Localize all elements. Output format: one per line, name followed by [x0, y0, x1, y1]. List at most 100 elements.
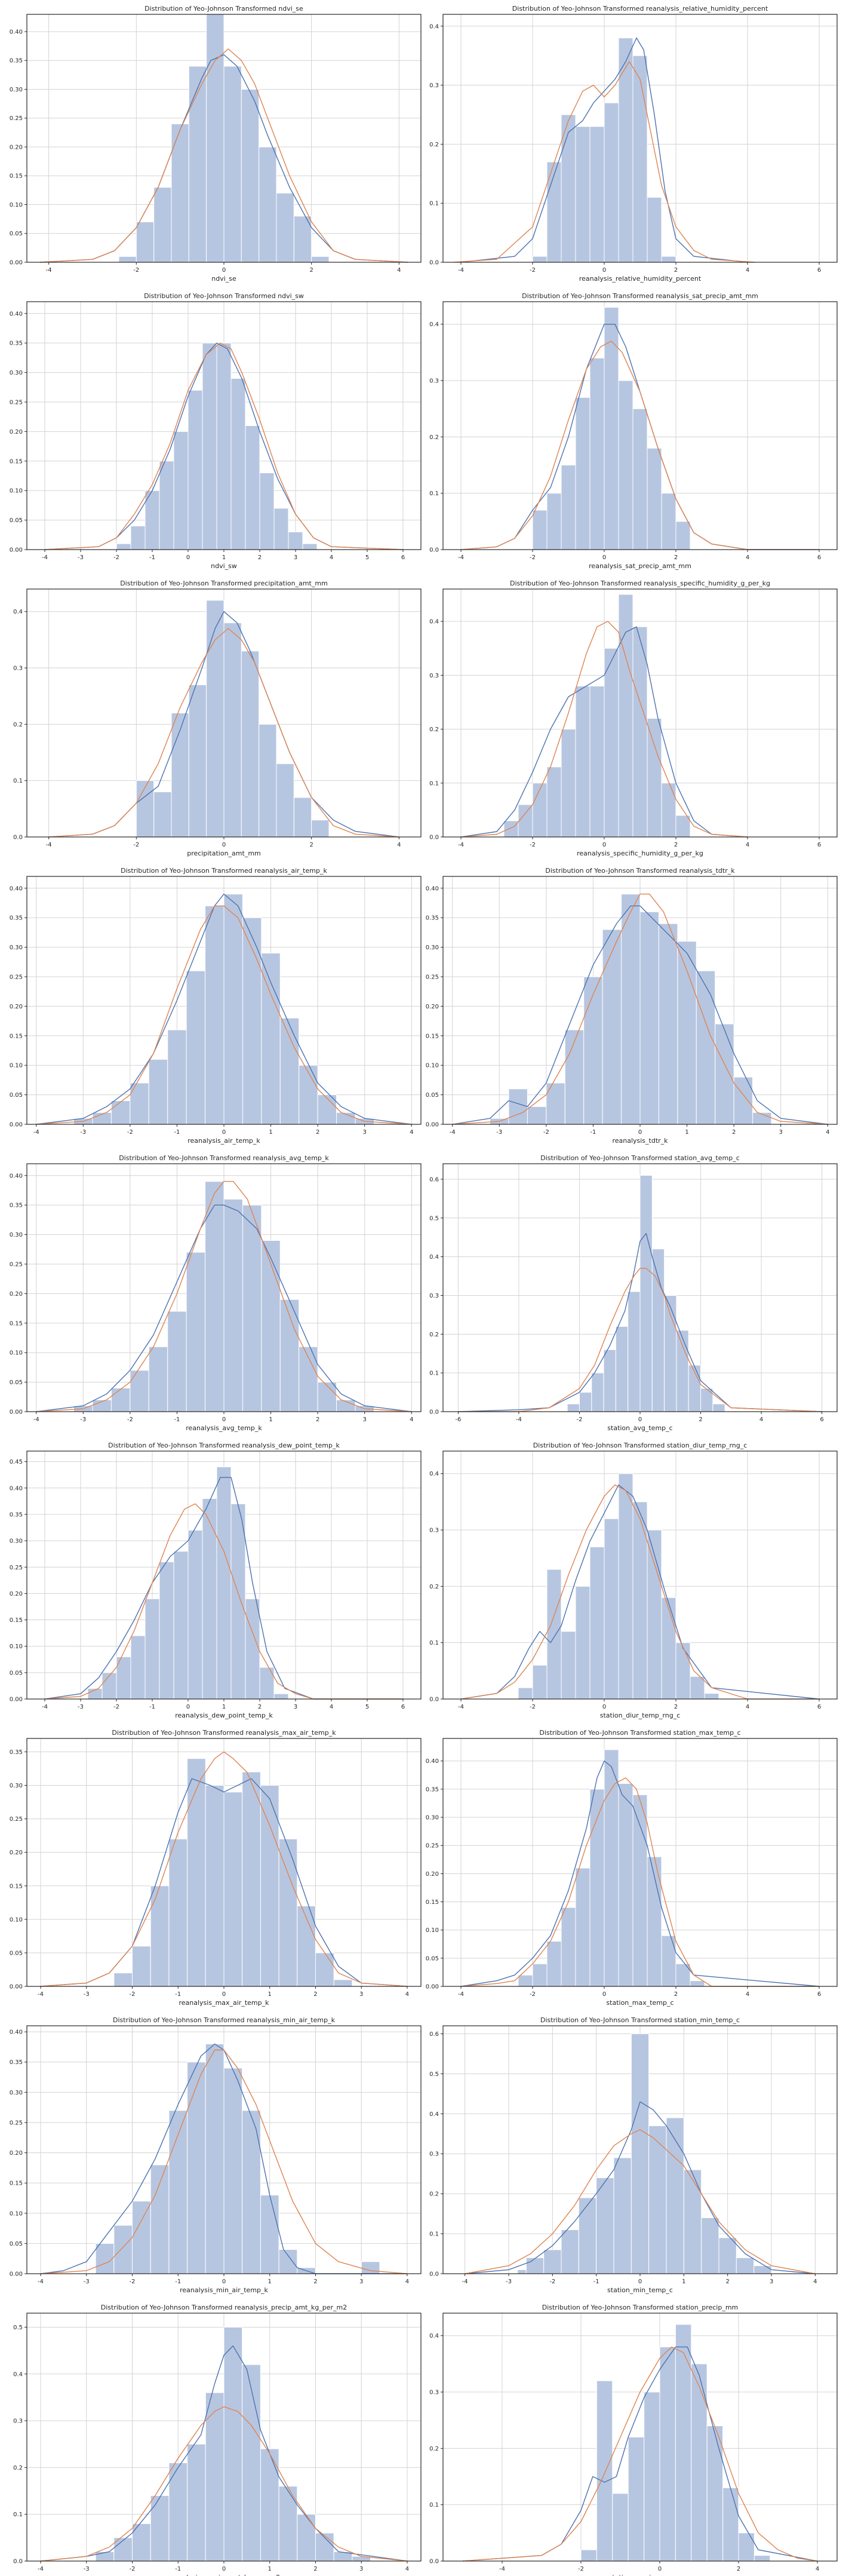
- y-tick-label: 0.0: [429, 1409, 439, 1416]
- x-tick-label: -2: [130, 2278, 136, 2285]
- x-axis-label: station_precip_mm: [609, 2574, 671, 2576]
- x-tick-label: -4: [499, 2566, 505, 2572]
- histogram-bar: [242, 2364, 261, 2562]
- chart-title: Distribution of Yeo-Johnson Transformed …: [144, 5, 303, 13]
- y-tick-label: 0.10: [10, 488, 23, 495]
- y-tick-label: 0.10: [10, 1916, 23, 1923]
- y-tick-label: 0.25: [10, 974, 23, 980]
- y-tick-label: 0.05: [10, 1670, 23, 1676]
- histogram-bar: [733, 1077, 753, 1125]
- x-tick-label: 0: [602, 267, 606, 274]
- histogram-bar: [532, 510, 548, 550]
- y-tick-label: 0.25: [426, 974, 439, 980]
- histogram-bar: [561, 1907, 576, 1987]
- chart-title: Distribution of Yeo-Johnson Transformed …: [121, 867, 327, 875]
- x-tick-label: -6: [455, 1416, 461, 1423]
- histogram-bar: [110, 1387, 131, 1412]
- histogram-bar: [278, 1838, 298, 1987]
- histogram-bar: [618, 1473, 633, 1700]
- histogram-bar: [546, 161, 562, 263]
- histogram-bar: [712, 1403, 725, 1412]
- histogram-bar: [153, 792, 172, 838]
- y-tick-label: 0.2: [429, 1584, 439, 1590]
- y-tick-label: 0.25: [10, 399, 23, 406]
- histogram-bar: [618, 1783, 633, 1987]
- histogram-bar: [167, 1029, 187, 1125]
- histogram-bar: [580, 2549, 597, 2562]
- histogram-bar: [647, 447, 662, 550]
- x-tick-label: 1: [682, 2278, 685, 2285]
- histogram-bar: [618, 594, 633, 838]
- chart-title: Distribution of Yeo-Johnson Transformed …: [540, 1154, 740, 1162]
- x-tick-label: -3: [80, 1129, 86, 1136]
- y-tick-label: 0.2: [429, 434, 439, 441]
- x-tick-label: 2: [699, 1416, 702, 1423]
- x-tick-label: -4: [38, 2566, 44, 2572]
- x-tick-label: -1: [175, 2278, 181, 2285]
- y-tick-label: 0.05: [426, 1955, 439, 1962]
- y-tick-label: 0.00: [426, 1122, 439, 1128]
- y-tick-label: 0.15: [10, 1883, 23, 1890]
- histogram-bar: [102, 1672, 117, 1700]
- histogram-bar: [260, 1785, 279, 1987]
- y-tick-label: 0.1: [429, 1640, 439, 1646]
- normal-fit-curve: [465, 2129, 816, 2274]
- y-tick-label: 0.40: [10, 311, 23, 317]
- y-tick-label: 0.00: [10, 1122, 23, 1128]
- y-tick-label: 0.4: [429, 1254, 439, 1261]
- histogram-bar: [503, 820, 519, 838]
- x-tick-label: -4: [46, 267, 52, 274]
- y-tick-label: 0.20: [426, 1871, 439, 1878]
- histogram-bar: [259, 723, 277, 838]
- x-tick-label: 2: [258, 1704, 262, 1710]
- chart-title: Distribution of Yeo-Johnson Transformed …: [113, 2016, 336, 2024]
- x-tick-label: -4: [450, 1129, 456, 1136]
- histogram-bar: [315, 1952, 334, 1987]
- y-tick-label: 0.20: [10, 429, 23, 436]
- histogram-bar: [241, 651, 260, 838]
- x-tick-label: 2: [316, 1129, 319, 1136]
- histogram-bar: [632, 1501, 648, 1700]
- histogram-bar: [159, 1561, 174, 1700]
- y-tick-label: 0.30: [10, 1538, 23, 1545]
- y-tick-label: 0.40: [10, 2029, 23, 2036]
- histogram-bar: [589, 357, 605, 550]
- y-tick-label: 0.1: [429, 490, 439, 497]
- x-tick-label: 3: [294, 554, 297, 561]
- histogram-bar: [167, 1311, 187, 1412]
- x-axis-label: reanalysis_avg_temp_k: [186, 1424, 262, 1432]
- x-axis-label: station_diur_temp_rng_c: [600, 1712, 681, 1719]
- histogram-bar: [113, 2225, 133, 2274]
- x-tick-label: 0: [658, 2566, 662, 2572]
- chart-title: Distribution of Yeo-Johnson Transformed …: [539, 1729, 740, 1737]
- y-tick-label: 0.35: [10, 58, 23, 65]
- x-tick-label: -2: [113, 1704, 119, 1710]
- y-tick-label: 0.3: [429, 82, 439, 89]
- histogram-bar: [604, 1518, 619, 1700]
- x-tick-label: 0: [222, 1416, 226, 1423]
- histogram-bar: [205, 1785, 224, 1987]
- x-tick-label: -3: [84, 1991, 90, 1998]
- histogram-bar: [278, 2249, 298, 2274]
- x-tick-label: 4: [405, 2278, 409, 2285]
- x-tick-label: 0: [602, 1704, 606, 1710]
- x-tick-label: -2: [578, 2566, 584, 2572]
- histogram-bar: [690, 1980, 705, 1987]
- normal-fit-curve: [453, 61, 755, 263]
- histogram-bar: [148, 1346, 168, 1412]
- y-tick-label: 0.00: [10, 260, 23, 266]
- x-tick-label: 1: [269, 1416, 272, 1423]
- y-tick-label: 0.30: [10, 1783, 23, 1789]
- x-tick-label: 5: [365, 554, 369, 561]
- y-tick-label: 0.3: [429, 2151, 439, 2158]
- y-tick-label: 0.00: [10, 1409, 23, 1416]
- axes-frame: [442, 14, 838, 263]
- chart-title: Distribution of Yeo-Johnson Transformed …: [101, 2304, 347, 2311]
- histogram-bar: [187, 2062, 206, 2274]
- histogram-bar: [223, 1198, 243, 1412]
- histogram-bar: [589, 685, 605, 838]
- histogram-bar: [715, 1023, 734, 1125]
- y-tick-label: 0.30: [10, 2090, 23, 2096]
- y-tick-label: 0.25: [426, 1843, 439, 1850]
- y-tick-label: 0.10: [10, 1063, 23, 1069]
